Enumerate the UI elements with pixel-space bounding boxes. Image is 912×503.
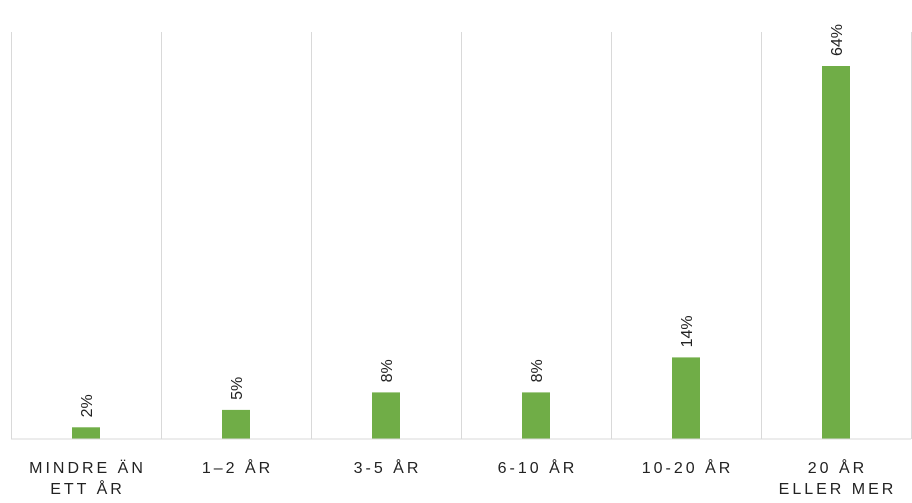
bar (672, 357, 700, 439)
x-axis-tick-labels: MINDRE ÄN ETT ÅR 1–2 ÅR 3-5 ÅR 6-10 ÅR 10-20 … (29, 458, 897, 498)
bar (522, 392, 550, 439)
x-tick-label: ELLER MER (779, 481, 897, 498)
data-label: 14% (679, 315, 696, 347)
bar (72, 427, 100, 439)
data-label: 8% (379, 359, 396, 382)
gridlines (11, 32, 912, 439)
data-label: 5% (229, 377, 246, 400)
bar (222, 409, 250, 439)
x-tick-label: 10-20 ÅR (642, 458, 734, 477)
data-labels: 2% 5% 8% 8% 14% 64% (79, 24, 846, 417)
x-tick-label: ETT ÅR (50, 479, 125, 498)
x-tick-label: 6-10 ÅR (498, 458, 578, 477)
x-tick-label: 20 ÅR (808, 458, 867, 477)
bar (822, 66, 850, 439)
data-label: 2% (79, 394, 96, 417)
x-tick-label: 1–2 ÅR (202, 458, 273, 477)
data-label: 8% (529, 359, 546, 382)
bars (72, 66, 850, 439)
x-tick-label: 3-5 ÅR (354, 458, 422, 477)
data-label: 64% (829, 24, 846, 56)
bar (372, 392, 400, 439)
x-tick-label: MINDRE ÄN (29, 459, 146, 477)
